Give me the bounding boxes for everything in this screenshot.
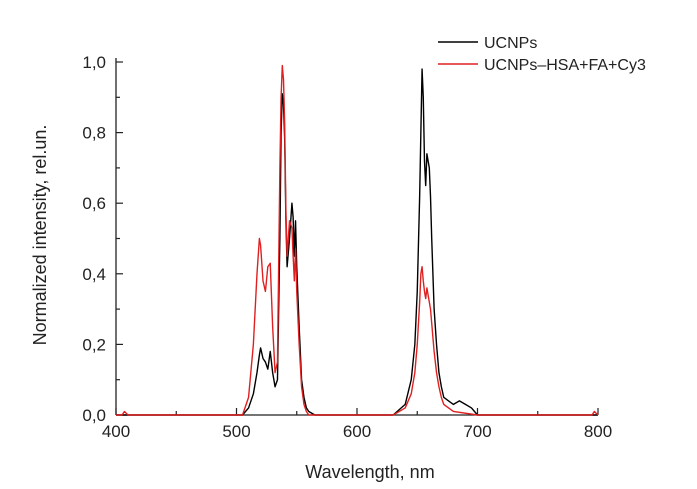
x-tick-label: 600 [343, 422, 371, 441]
legend-label: UCNPs–HSA+FA+Cy3 [484, 57, 646, 74]
y-axis-label: Normalized intensity, rel.un. [30, 125, 50, 346]
legend: UCNPs UCNPs–HSA+FA+Cy3 [438, 35, 646, 74]
legend-label: UCNPs [484, 35, 537, 52]
series-line-ucnps-hsa-fa-cy3 [116, 64, 599, 416]
series-line-ucnps [116, 68, 598, 416]
x-tick-label: 700 [463, 422, 491, 441]
y-tick-label: 0,0 [82, 406, 106, 425]
x-axis-label: Wavelength, nm [305, 462, 434, 482]
x-tick-label: 800 [584, 422, 612, 441]
y-tick-label: 1,0 [82, 53, 106, 72]
y-tick-label: 0,6 [82, 194, 106, 213]
y-tick-label: 0,2 [82, 335, 106, 354]
y-tick-label: 0,8 [82, 124, 106, 143]
y-tick-label: 0,4 [82, 265, 106, 284]
x-tick-label: 500 [222, 422, 250, 441]
x-tick-label: 400 [102, 422, 130, 441]
series-group [116, 64, 599, 416]
axes [115, 58, 598, 416]
ticks: 400 500 600 700 800 0,0 0,2 0,4 0,6 0,8 1,0 [82, 53, 612, 441]
